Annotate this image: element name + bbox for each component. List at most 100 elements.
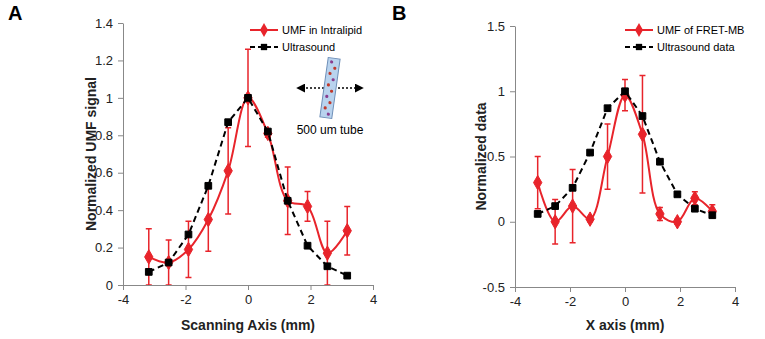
x-tick: -2 (565, 287, 577, 309)
legend: UMF in Intralipid Ultrasound (250, 23, 362, 53)
y-tick-mark (510, 287, 515, 288)
data-point (245, 95, 252, 102)
y-tick-mark (510, 157, 515, 158)
x-tick-label: -2 (180, 292, 192, 307)
x-tick-mark (625, 287, 626, 292)
x-axis: -4 -2 0 2 4 (118, 285, 377, 307)
chart-root: -4-202400.20.40.60.811.21.4Scanning Axis… (0, 0, 765, 339)
legend: UMF of FRET-MB Ultrasound data (625, 23, 744, 53)
x-tick-mark (373, 285, 374, 290)
chart-svg: -4-202400.20.40.60.811.21.4Scanning Axis… (0, 0, 765, 339)
panel-label: B (392, 2, 406, 24)
x-tick: -4 (118, 285, 130, 307)
y-axis: 00.20.40.60.811.21.4 (95, 16, 124, 293)
tube-particle (325, 95, 329, 99)
y-tick: 1.2 (95, 53, 123, 68)
y-tick: 0.8 (95, 128, 123, 143)
legend-label: UMF in Intralipid (282, 24, 362, 36)
y-tick: 0 (498, 214, 515, 229)
x-tick-label: 0 (245, 292, 252, 307)
data-point (551, 215, 559, 229)
panel: -4-202400.20.40.60.811.21.4Scanning Axis… (8, 2, 377, 333)
data-point (324, 263, 331, 270)
x-tick: 4 (732, 287, 739, 309)
x-tick-label: 0 (622, 294, 629, 309)
legend-label: UMF of FRET-MB (657, 24, 744, 36)
data-point (323, 246, 331, 260)
legend-label: Ultrasound data (657, 41, 736, 53)
data-point (638, 127, 646, 141)
legend-label: Ultrasound (282, 41, 335, 53)
data-point (691, 191, 699, 205)
y-tick-mark (118, 23, 123, 24)
y-tick-label: 0 (498, 214, 505, 229)
legend-entry: Ultrasound (250, 41, 335, 53)
x-axis: -4-2024 (510, 287, 739, 309)
y-tick-mark (118, 98, 123, 99)
x-tick: -2 (180, 285, 192, 307)
data-point (185, 231, 192, 238)
data-point (639, 113, 646, 120)
legend-marker (636, 44, 642, 50)
x-tick-mark (311, 285, 312, 290)
y-tick-label: 0.2 (95, 240, 113, 255)
data-point (344, 272, 351, 279)
y-tick: 1 (106, 91, 123, 106)
data-point (343, 224, 351, 238)
y-tick: 0.5 (487, 149, 515, 164)
panel-label: A (8, 2, 22, 24)
x-tick: 2 (307, 285, 314, 307)
y-axis-line (123, 24, 124, 286)
data-point (304, 242, 311, 249)
x-tick-label: -4 (118, 292, 130, 307)
x-axis-title: X axis (mm) (586, 317, 665, 333)
data-point (303, 199, 311, 213)
y-tick-mark (118, 60, 123, 61)
y-tick-mark (118, 210, 123, 211)
x-tick-label: 2 (307, 292, 314, 307)
y-tick: 1.5 (487, 19, 515, 34)
y-tick: 0.2 (95, 240, 123, 255)
data-point (264, 128, 271, 135)
legend-entry: UMF of FRET-MB (625, 23, 744, 37)
y-tick-label: 0 (106, 278, 113, 293)
y-tick: -0.5 (483, 280, 515, 295)
x-tick-label: -2 (565, 294, 577, 309)
data-point (534, 175, 542, 189)
tube-particle (330, 89, 334, 93)
error-bar (166, 240, 172, 285)
data-point (587, 149, 594, 156)
x-tick-mark (735, 287, 736, 292)
tube (320, 57, 340, 118)
data-point (568, 199, 576, 213)
y-tick: 1.4 (95, 16, 123, 31)
x-tick-label: 4 (732, 294, 739, 309)
x-tick: 0 (245, 285, 252, 307)
data-point (534, 211, 541, 218)
plot-area (534, 76, 717, 244)
error-bar (285, 167, 291, 234)
y-tick: 0.6 (95, 165, 123, 180)
x-tick-label: -4 (510, 294, 522, 309)
y-tick-mark (510, 91, 515, 92)
data-point (673, 215, 681, 229)
data-point (145, 269, 152, 276)
y-tick-mark (510, 26, 515, 27)
data-point (709, 212, 716, 219)
y-tick-label: 1 (106, 91, 113, 106)
data-point (674, 191, 681, 198)
tube-particle (333, 66, 337, 70)
y-tick-label: 1.5 (487, 19, 505, 34)
x-tick-mark (680, 287, 681, 292)
x-tick: -4 (510, 287, 522, 309)
data-point (657, 158, 664, 165)
annotation: 500 um tube (297, 123, 364, 137)
x-tick-label: 4 (370, 292, 377, 307)
y-tick-mark (118, 285, 123, 286)
x-tick-mark (570, 287, 571, 292)
data-point (569, 184, 576, 191)
data-point (184, 242, 192, 256)
tube-particle (331, 78, 335, 82)
tube-particle (327, 112, 331, 116)
y-axis-title: Normalized UMF signal (83, 77, 99, 231)
